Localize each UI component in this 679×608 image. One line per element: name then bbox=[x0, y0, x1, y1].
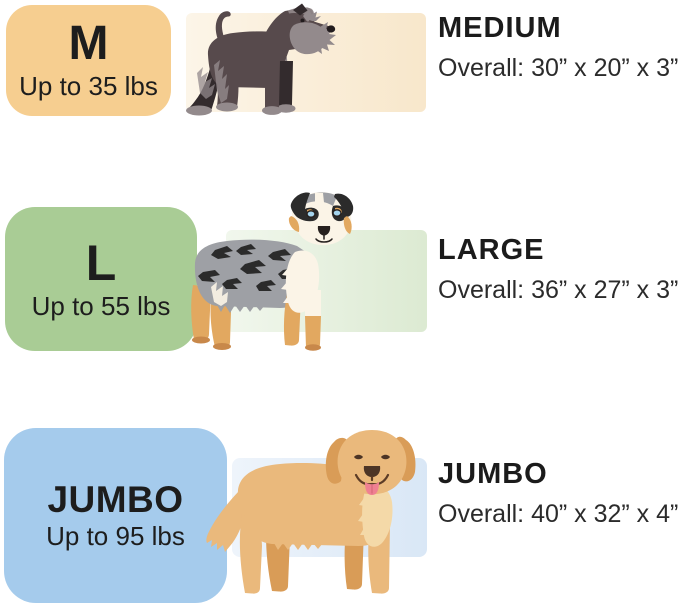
miniature-schnauzer-illustration bbox=[186, 3, 336, 116]
weight-limit-jumbo: Up to 95 lbs bbox=[46, 520, 185, 551]
golden-retriever-illustration bbox=[206, 430, 416, 594]
size-info-jumbo: JUMBO Overall: 40” x 32” x 4” bbox=[438, 458, 678, 529]
size-info-medium: MEDIUM Overall: 30” x 20” x 3” bbox=[438, 12, 678, 83]
size-letter-jumbo: JUMBO bbox=[47, 478, 184, 520]
size-letter-medium: M bbox=[68, 17, 109, 71]
size-card-large: L Up to 55 lbs bbox=[5, 207, 197, 351]
aussie-shapes bbox=[191, 192, 354, 351]
size-dimensions-large: Overall: 36” x 27” x 3” bbox=[438, 276, 679, 305]
size-name-large: LARGE bbox=[438, 234, 545, 266]
australian-shepherd-illustration bbox=[191, 192, 354, 351]
size-info-large: LARGE Overall: 36” x 27” x 3” bbox=[438, 234, 678, 305]
size-card-jumbo: JUMBO Up to 95 lbs bbox=[4, 428, 227, 603]
weight-limit-large: Up to 55 lbs bbox=[31, 290, 171, 321]
size-dimensions-medium: Overall: 30” x 20” x 3” bbox=[438, 54, 679, 83]
size-letter-large: L bbox=[85, 234, 117, 291]
size-card-medium: M Up to 35 lbs bbox=[6, 5, 171, 116]
size-dimensions-jumbo: Overall: 40” x 32” x 4” bbox=[438, 500, 679, 529]
golden-shapes bbox=[206, 430, 416, 594]
size-name-jumbo: JUMBO bbox=[438, 458, 548, 490]
schnauzer-shapes bbox=[186, 3, 336, 116]
size-name-medium: MEDIUM bbox=[438, 12, 562, 44]
weight-limit-medium: Up to 35 lbs bbox=[19, 71, 158, 102]
